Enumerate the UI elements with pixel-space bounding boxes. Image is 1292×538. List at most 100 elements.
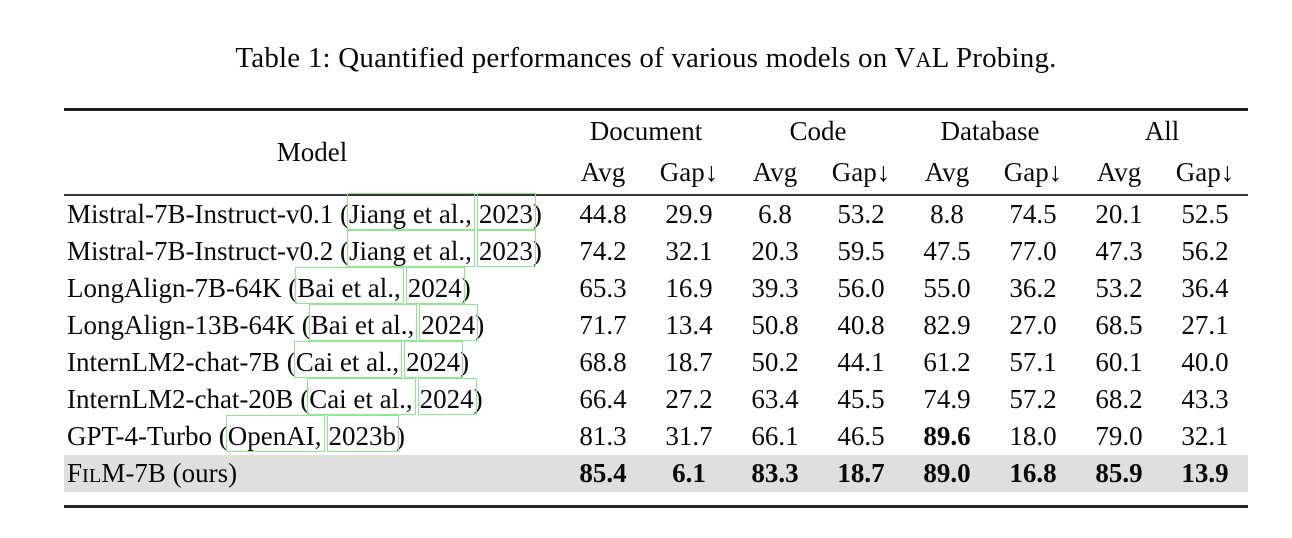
value-cell-best: 13.9 [1162,455,1249,492]
value-cell: 56.0 [837,273,885,303]
citation-link[interactable]: OpenAI, [227,421,322,451]
value-cell: 57.2 [1009,384,1057,414]
value-cell: 50.8 [751,310,799,340]
model-name-cell: Mistral-7B-Instruct-v0.2 (Jiang et al., 2… [67,236,542,266]
value-cell: 52.5 [1181,199,1229,229]
value-cell: 82.9 [923,310,971,340]
value-cell: 79.0 [1095,421,1143,451]
model-name-cell: GPT-4-Turbo (OpenAI, 2023b) [67,421,406,451]
citation-link[interactable]: Jiang et al., [348,199,472,229]
table-row-internlm2-20b: InternLM2-chat-20B (Cai et al., 2024) 66.… [64,381,1248,418]
model-name-cell: InternLM2-chat-20B (Cai et al., 2024) [67,384,483,414]
value-cell: 61.2 [923,347,971,377]
value-cell: 27.1 [1181,310,1229,340]
value-cell: 60.1 [1095,347,1143,377]
citation-year-link[interactable]: 2023b [328,421,397,451]
value-cell-best: 85.9 [1076,455,1163,492]
value-cell: 40.8 [837,310,885,340]
value-cell: 8.8 [930,199,964,229]
value-cell: 66.4 [579,384,627,414]
table-row-longalign-13b: LongAlign-13B-64K (Bai et al., 2024) 71.7… [64,307,1248,344]
value-cell: 20.3 [751,236,799,266]
citation-link[interactable]: Jiang et al., [348,236,472,266]
model-name-cell: LongAlign-7B-64K (Bai et al., 2024) [67,273,471,303]
model-name: GPT-4-Turbo [67,421,213,451]
table-row-mistral-v01: Mistral-7B-Instruct-v0.1 (Jiang et al., 2… [64,195,1248,233]
model-name: Mistral-7B-Instruct-v0.1 [67,199,334,229]
model-name: InternLM2-chat-7B [67,347,280,377]
citation-year-link[interactable]: 2024 [421,310,476,340]
subheader-code-avg: Avg [752,157,798,187]
value-cell: 68.8 [579,347,627,377]
citation-year-link[interactable]: 2023 [478,236,533,266]
value-cell: 39.3 [751,273,799,303]
value-cell-best: 18.7 [818,455,905,492]
value-cell: 74.9 [923,384,971,414]
value-cell: 32.1 [1181,421,1229,451]
caption-smallcaps: A [915,47,932,72]
value-cell: 47.3 [1095,236,1143,266]
subheader-document-gap: Gap↓ [659,157,719,187]
value-cell: 65.3 [579,273,627,303]
value-cell: 74.5 [1009,199,1057,229]
table-row-film-7b-highlighted: FILM-7B (ours) 85.4 6.1 83.3 18.7 89.0 1… [64,455,1249,492]
subheader-code-gap: Gap↓ [831,157,891,187]
citation-year-link[interactable]: 2023 [478,199,533,229]
value-cell: 40.0 [1181,347,1229,377]
value-cell: 32.1 [665,236,713,266]
value-cell: 68.5 [1095,310,1143,340]
value-cell: 18.7 [665,347,713,377]
col-group-code: Code [789,115,847,146]
citation-link[interactable]: Cai et al., [309,384,413,414]
model-name: LongAlign-7B-64K [67,273,282,303]
value-cell-best: 85.4 [560,455,646,492]
citation-link[interactable]: Bai et al., [297,273,401,303]
value-cell: 45.5 [837,384,885,414]
subheader-document-avg: Avg [580,157,626,187]
citation-link[interactable]: Cai et al., [295,347,400,377]
value-cell: 53.2 [1095,273,1143,303]
citation-year-link[interactable]: 2024 [407,273,462,303]
model-name-cell: Mistral-7B-Instruct-v0.1 (Jiang et al., 2… [67,199,542,229]
table-row-gpt4-turbo: GPT-4-Turbo (OpenAI, 2023b) 81.3 31.7 66.… [64,418,1248,455]
caption-text: Table 1: Quantified performances of vari… [235,42,916,74]
subheader-database-gap: Gap↓ [1003,157,1063,187]
model-name: InternLM2-chat-20B [67,384,294,414]
value-cell: 20.1 [1095,199,1143,229]
value-cell-best: 89.0 [904,455,991,492]
value-cell: 18.0 [1009,421,1057,451]
col-group-document: Document [589,115,703,146]
col-group-database: Database [940,115,1040,146]
value-cell: 36.4 [1181,273,1229,303]
table-header: Model Document Code Database All Avg Gap… [64,110,1249,195]
col-group-all: All [1144,115,1180,146]
value-cell: 74.2 [579,236,627,266]
value-cell: 16.9 [665,273,713,303]
value-cell: 13.4 [665,310,713,340]
model-name-cell: FILM-7B (ours) [64,455,560,492]
citation-year-link[interactable]: 2024 [419,384,474,414]
results-table: Model Document Code Database All Avg Gap… [64,108,1249,508]
value-cell: 71.7 [579,310,627,340]
value-cell: 57.1 [1009,347,1057,377]
model-name: Mistral-7B-Instruct-v0.2 [67,236,334,266]
model-name-cell: LongAlign-13B-64K (Bai et al., 2024) [67,310,485,340]
table-caption: Table 1: Quantified performances of vari… [0,0,1292,75]
value-cell: 55.0 [923,273,971,303]
citation-year-link[interactable]: 2024 [406,347,461,377]
value-cell: 53.2 [837,199,885,229]
citation-link[interactable]: Bai et al., [310,310,415,340]
model-name: LongAlign-13B-64K [67,310,295,340]
value-cell: 63.4 [751,384,799,414]
value-cell: 66.1 [751,421,799,451]
table-row-longalign-7b: LongAlign-7B-64K (Bai et al., 2024) 65.3 … [64,270,1248,307]
col-header-model: Model [276,137,348,167]
caption-text-suffix: L Probing. [931,42,1057,74]
value-cell-best: 16.8 [990,455,1077,492]
value-cell: 31.7 [665,421,713,451]
value-cell: 81.3 [579,421,627,451]
spacer-row [64,492,1248,507]
value-cell: 44.1 [837,347,885,377]
subheader-database-avg: Avg [924,157,970,187]
